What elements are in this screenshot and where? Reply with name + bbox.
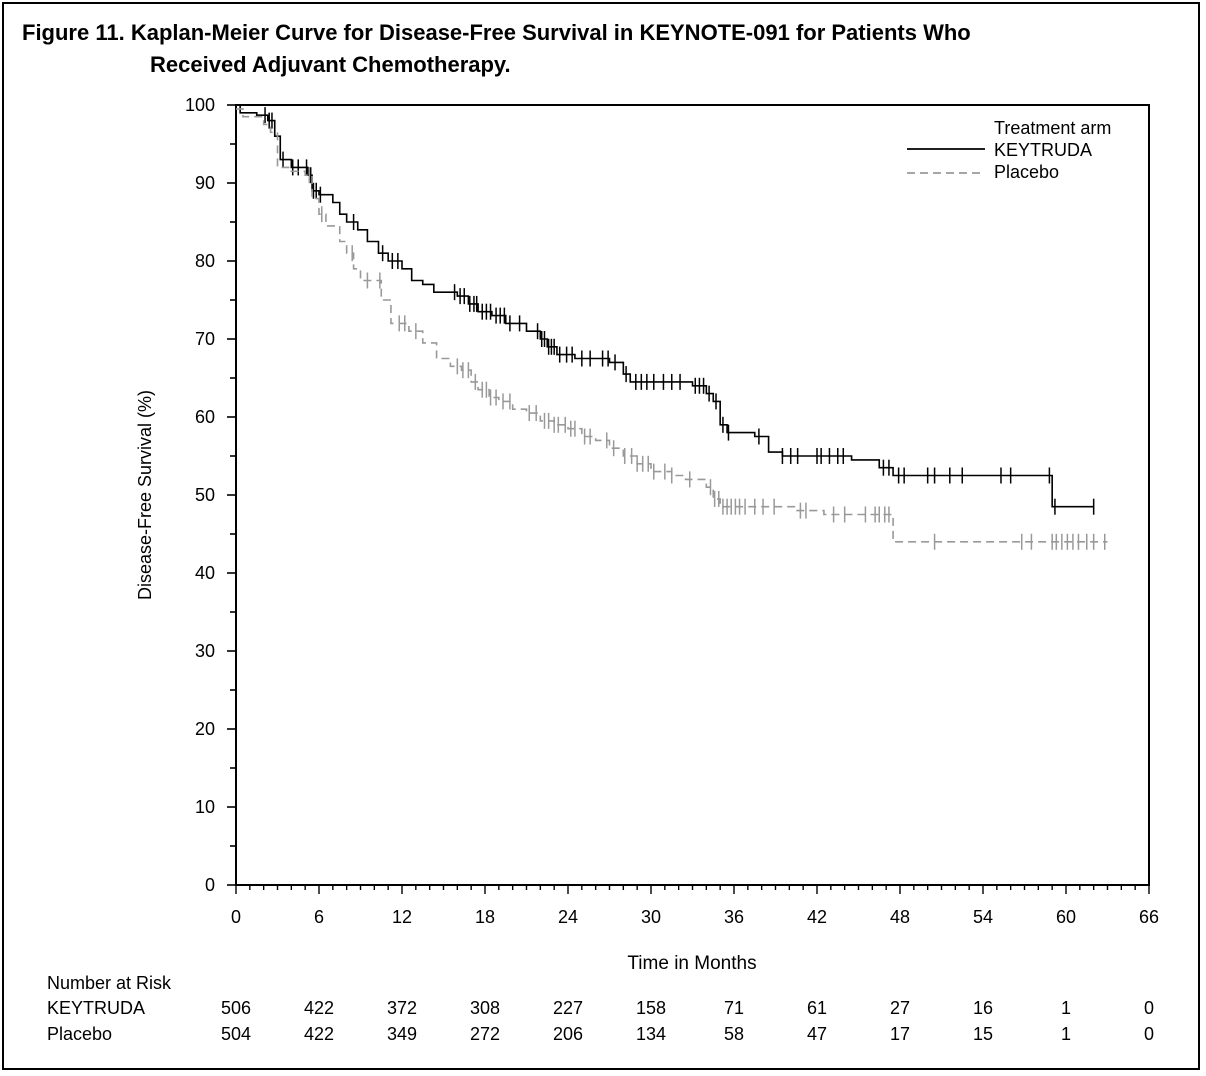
- series-layer: [236, 104, 1108, 550]
- risk-value-keytruda: 27: [890, 998, 910, 1018]
- y-tick-label: 60: [195, 407, 215, 427]
- y-tick-label: 0: [205, 875, 215, 895]
- x-axis: 0 6 12 18 24 30 36 42 48 54 60 66: [231, 885, 1159, 927]
- x-tick-label: 60: [1056, 907, 1076, 927]
- risk-value-placebo: 47: [807, 1024, 827, 1044]
- y-axis: 0 10 20 30 40 50 60 70 80 90 100: [185, 95, 236, 895]
- legend-label-keytruda: KEYTRUDA: [994, 140, 1092, 160]
- risk-value-keytruda: 71: [724, 998, 744, 1018]
- x-tick-label: 42: [807, 907, 827, 927]
- y-tick-label: 10: [195, 797, 215, 817]
- x-tick-label: 18: [475, 907, 495, 927]
- y-tick-label: 40: [195, 563, 215, 583]
- risk-value-placebo: 17: [890, 1024, 910, 1044]
- risk-row-label-placebo: Placebo: [47, 1024, 112, 1044]
- km-curve-keytruda: [236, 104, 1094, 508]
- risk-value-placebo: 58: [724, 1024, 744, 1044]
- risk-value-placebo: 1: [1061, 1024, 1071, 1044]
- risk-value-placebo: 504: [221, 1024, 251, 1044]
- risk-value-keytruda: 158: [636, 998, 666, 1018]
- x-tick-label: 54: [973, 907, 993, 927]
- risk-value-placebo: 206: [553, 1024, 583, 1044]
- risk-value-placebo: 422: [304, 1024, 334, 1044]
- risk-value-keytruda: 422: [304, 998, 334, 1018]
- legend: Treatment arm KEYTRUDA Placebo: [907, 118, 1111, 182]
- y-tick-label: 100: [185, 95, 215, 115]
- y-tick-label: 50: [195, 485, 215, 505]
- x-tick-label: 36: [724, 907, 744, 927]
- legend-label-placebo: Placebo: [994, 162, 1059, 182]
- x-tick-label: 6: [314, 907, 324, 927]
- x-tick-label: 66: [1139, 907, 1159, 927]
- x-axis-label: Time in Months: [627, 953, 756, 974]
- y-tick-label: 70: [195, 329, 215, 349]
- number-at-risk-table: Number at Risk KEYTRUDA Placebo 506 422 37…: [47, 973, 1154, 1044]
- risk-value-placebo: 134: [636, 1024, 666, 1044]
- y-tick-label: 20: [195, 719, 215, 739]
- x-tick-label: 12: [392, 907, 412, 927]
- x-tick-label: 0: [231, 907, 241, 927]
- risk-value-placebo: 0: [1144, 1024, 1154, 1044]
- risk-row-label-keytruda: KEYTRUDA: [47, 998, 145, 1018]
- risk-value-keytruda: 1: [1061, 998, 1071, 1018]
- risk-value-keytruda: 16: [973, 998, 993, 1018]
- x-tick-label: 48: [890, 907, 910, 927]
- risk-table-heading: Number at Risk: [47, 973, 172, 993]
- risk-value-keytruda: 372: [387, 998, 417, 1018]
- risk-value-placebo: 349: [387, 1024, 417, 1044]
- risk-value-keytruda: 506: [221, 998, 251, 1018]
- y-tick-label: 80: [195, 251, 215, 271]
- risk-value-keytruda: 0: [1144, 998, 1154, 1018]
- plot-area-border: [235, 104, 1150, 886]
- y-tick-label: 90: [195, 173, 215, 193]
- risk-value-keytruda: 227: [553, 998, 583, 1018]
- risk-value-placebo: 15: [973, 1024, 993, 1044]
- km-curve-placebo: [236, 108, 1108, 543]
- legend-title: Treatment arm: [994, 118, 1111, 138]
- x-tick-label: 24: [558, 907, 578, 927]
- risk-value-placebo: 272: [470, 1024, 500, 1044]
- y-axis-label: Disease-Free Survival (%): [135, 390, 155, 600]
- figure-title-line-1: Figure 11. Kaplan-Meier Curve for Diseas…: [22, 20, 971, 45]
- figure-title-line-2: Received Adjuvant Chemotherapy.: [150, 52, 511, 77]
- risk-value-keytruda: 61: [807, 998, 827, 1018]
- risk-value-keytruda: 308: [470, 998, 500, 1018]
- x-tick-label: 30: [641, 907, 661, 927]
- y-tick-label: 30: [195, 641, 215, 661]
